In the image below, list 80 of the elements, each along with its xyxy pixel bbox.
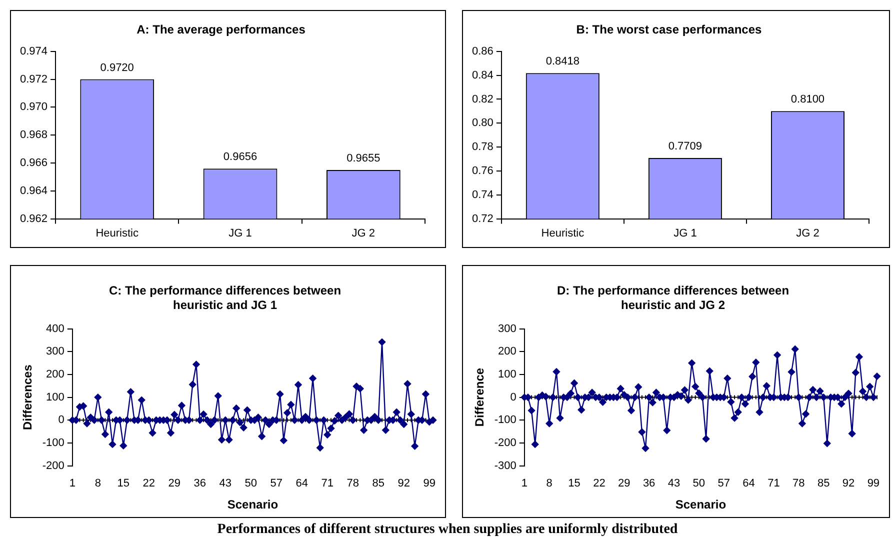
x-tick-label: 29 <box>618 477 630 490</box>
y-tick-label: 100 <box>498 368 516 380</box>
x-tick-label: 50 <box>244 477 258 490</box>
y-tick-label: 0.74 <box>472 188 494 201</box>
y-tick-label: 0.78 <box>472 141 494 154</box>
x-tick-label: 43 <box>668 477 680 490</box>
x-tick-label: 57 <box>718 477 730 490</box>
x-tick-label: Heuristic <box>541 227 585 240</box>
x-tick-label: 85 <box>372 477 384 490</box>
x-axis-title: Scenario <box>675 497 726 512</box>
x-tick-label: 15 <box>568 477 580 490</box>
x-tick-label: 92 <box>842 477 855 490</box>
x-tick-label: 99 <box>867 477 880 490</box>
y-tick-label: -100 <box>494 414 516 426</box>
y-tick-label: 200 <box>498 346 516 358</box>
y-tick-label: 0.964 <box>20 184 48 197</box>
y-axis-title: Differences <box>20 364 35 430</box>
x-tick-label: 92 <box>398 477 410 490</box>
y-tick-label: 0.82 <box>472 93 494 106</box>
y-tick-label: -300 <box>494 460 516 472</box>
chart-title: C: The performance differences between heuristic and JG 1 <box>108 284 342 312</box>
x-axis-title: Scenario <box>227 497 278 512</box>
y-tick-label: 0.86 <box>472 45 494 58</box>
y-tick-label: 400 <box>46 322 64 335</box>
y-tick-label: 0.974 <box>20 45 48 58</box>
y-tick-label: -200 <box>42 460 64 472</box>
x-tick-label: 99 <box>423 477 436 490</box>
x-tick-label: JG 1 <box>228 227 252 240</box>
x-tick-label: Heuristic <box>96 227 139 240</box>
x-tick-label: 1 <box>69 477 76 490</box>
y-tick-label: 100 <box>46 391 64 404</box>
y-tick-label: 300 <box>498 322 516 335</box>
x-tick-label: JG 2 <box>796 227 820 240</box>
y-tick-label: 200 <box>46 368 64 380</box>
y-tick-label: -100 <box>42 437 64 449</box>
y-tick-label: 0 <box>58 414 64 426</box>
x-tick-label: 64 <box>296 477 308 490</box>
y-tick-label: 0.72 <box>472 212 494 225</box>
x-tick-label: 15 <box>117 477 130 490</box>
y-axis-title: Difference <box>472 368 487 427</box>
chart-title: D: The performance differences between heuristic and JG 2 <box>556 284 790 312</box>
y-tick-label: 0.76 <box>472 165 494 178</box>
data-label: 0.8418 <box>546 56 580 68</box>
data-label: 0.8100 <box>790 94 825 106</box>
chart-title: A: The average performances <box>136 22 306 37</box>
x-tick-label: 36 <box>642 477 656 490</box>
x-tick-label: 64 <box>742 477 755 490</box>
y-tick-label: -200 <box>494 437 516 449</box>
chart-title: B: The worst case performances <box>576 22 762 37</box>
x-tick-label: 22 <box>593 477 606 490</box>
x-tick-label: JG 2 <box>352 227 376 240</box>
y-tick-label: 0.966 <box>20 157 48 170</box>
y-tick-label: 0.972 <box>20 73 48 86</box>
x-tick-label: 85 <box>817 477 830 490</box>
text: Performances of different structures when supplies are uniformly distributed <box>217 522 678 537</box>
x-tick-label: JG 1 <box>674 227 697 240</box>
y-tick-label: 300 <box>46 346 64 358</box>
x-tick-label: 50 <box>692 477 706 490</box>
x-tick-label: 71 <box>321 477 334 490</box>
x-tick-label: 43 <box>219 477 232 490</box>
y-tick-label: 0.968 <box>20 129 48 142</box>
x-tick-label: 8 <box>94 477 101 490</box>
x-tick-label: 71 <box>768 477 780 490</box>
data-label: 0.9655 <box>346 152 380 165</box>
data-label: 0.7709 <box>668 140 702 152</box>
x-tick-label: 29 <box>168 477 181 490</box>
x-tick-label: 22 <box>142 477 156 490</box>
x-tick-label: 1 <box>521 477 528 490</box>
x-tick-label: 57 <box>270 477 283 490</box>
x-tick-label: 78 <box>346 477 359 490</box>
y-tick-label: 0.962 <box>20 212 48 225</box>
x-tick-label: 36 <box>194 477 206 490</box>
y-tick-label: 0 <box>510 391 516 404</box>
data-label: 0.9656 <box>223 151 258 164</box>
data-label: 0.9720 <box>100 62 134 74</box>
y-tick-label: 0.84 <box>472 69 494 82</box>
x-tick-label: 8 <box>546 477 552 490</box>
y-tick-label: 0.80 <box>472 117 494 130</box>
x-tick-label: 78 <box>792 477 805 490</box>
y-tick-label: 0.970 <box>20 101 48 114</box>
